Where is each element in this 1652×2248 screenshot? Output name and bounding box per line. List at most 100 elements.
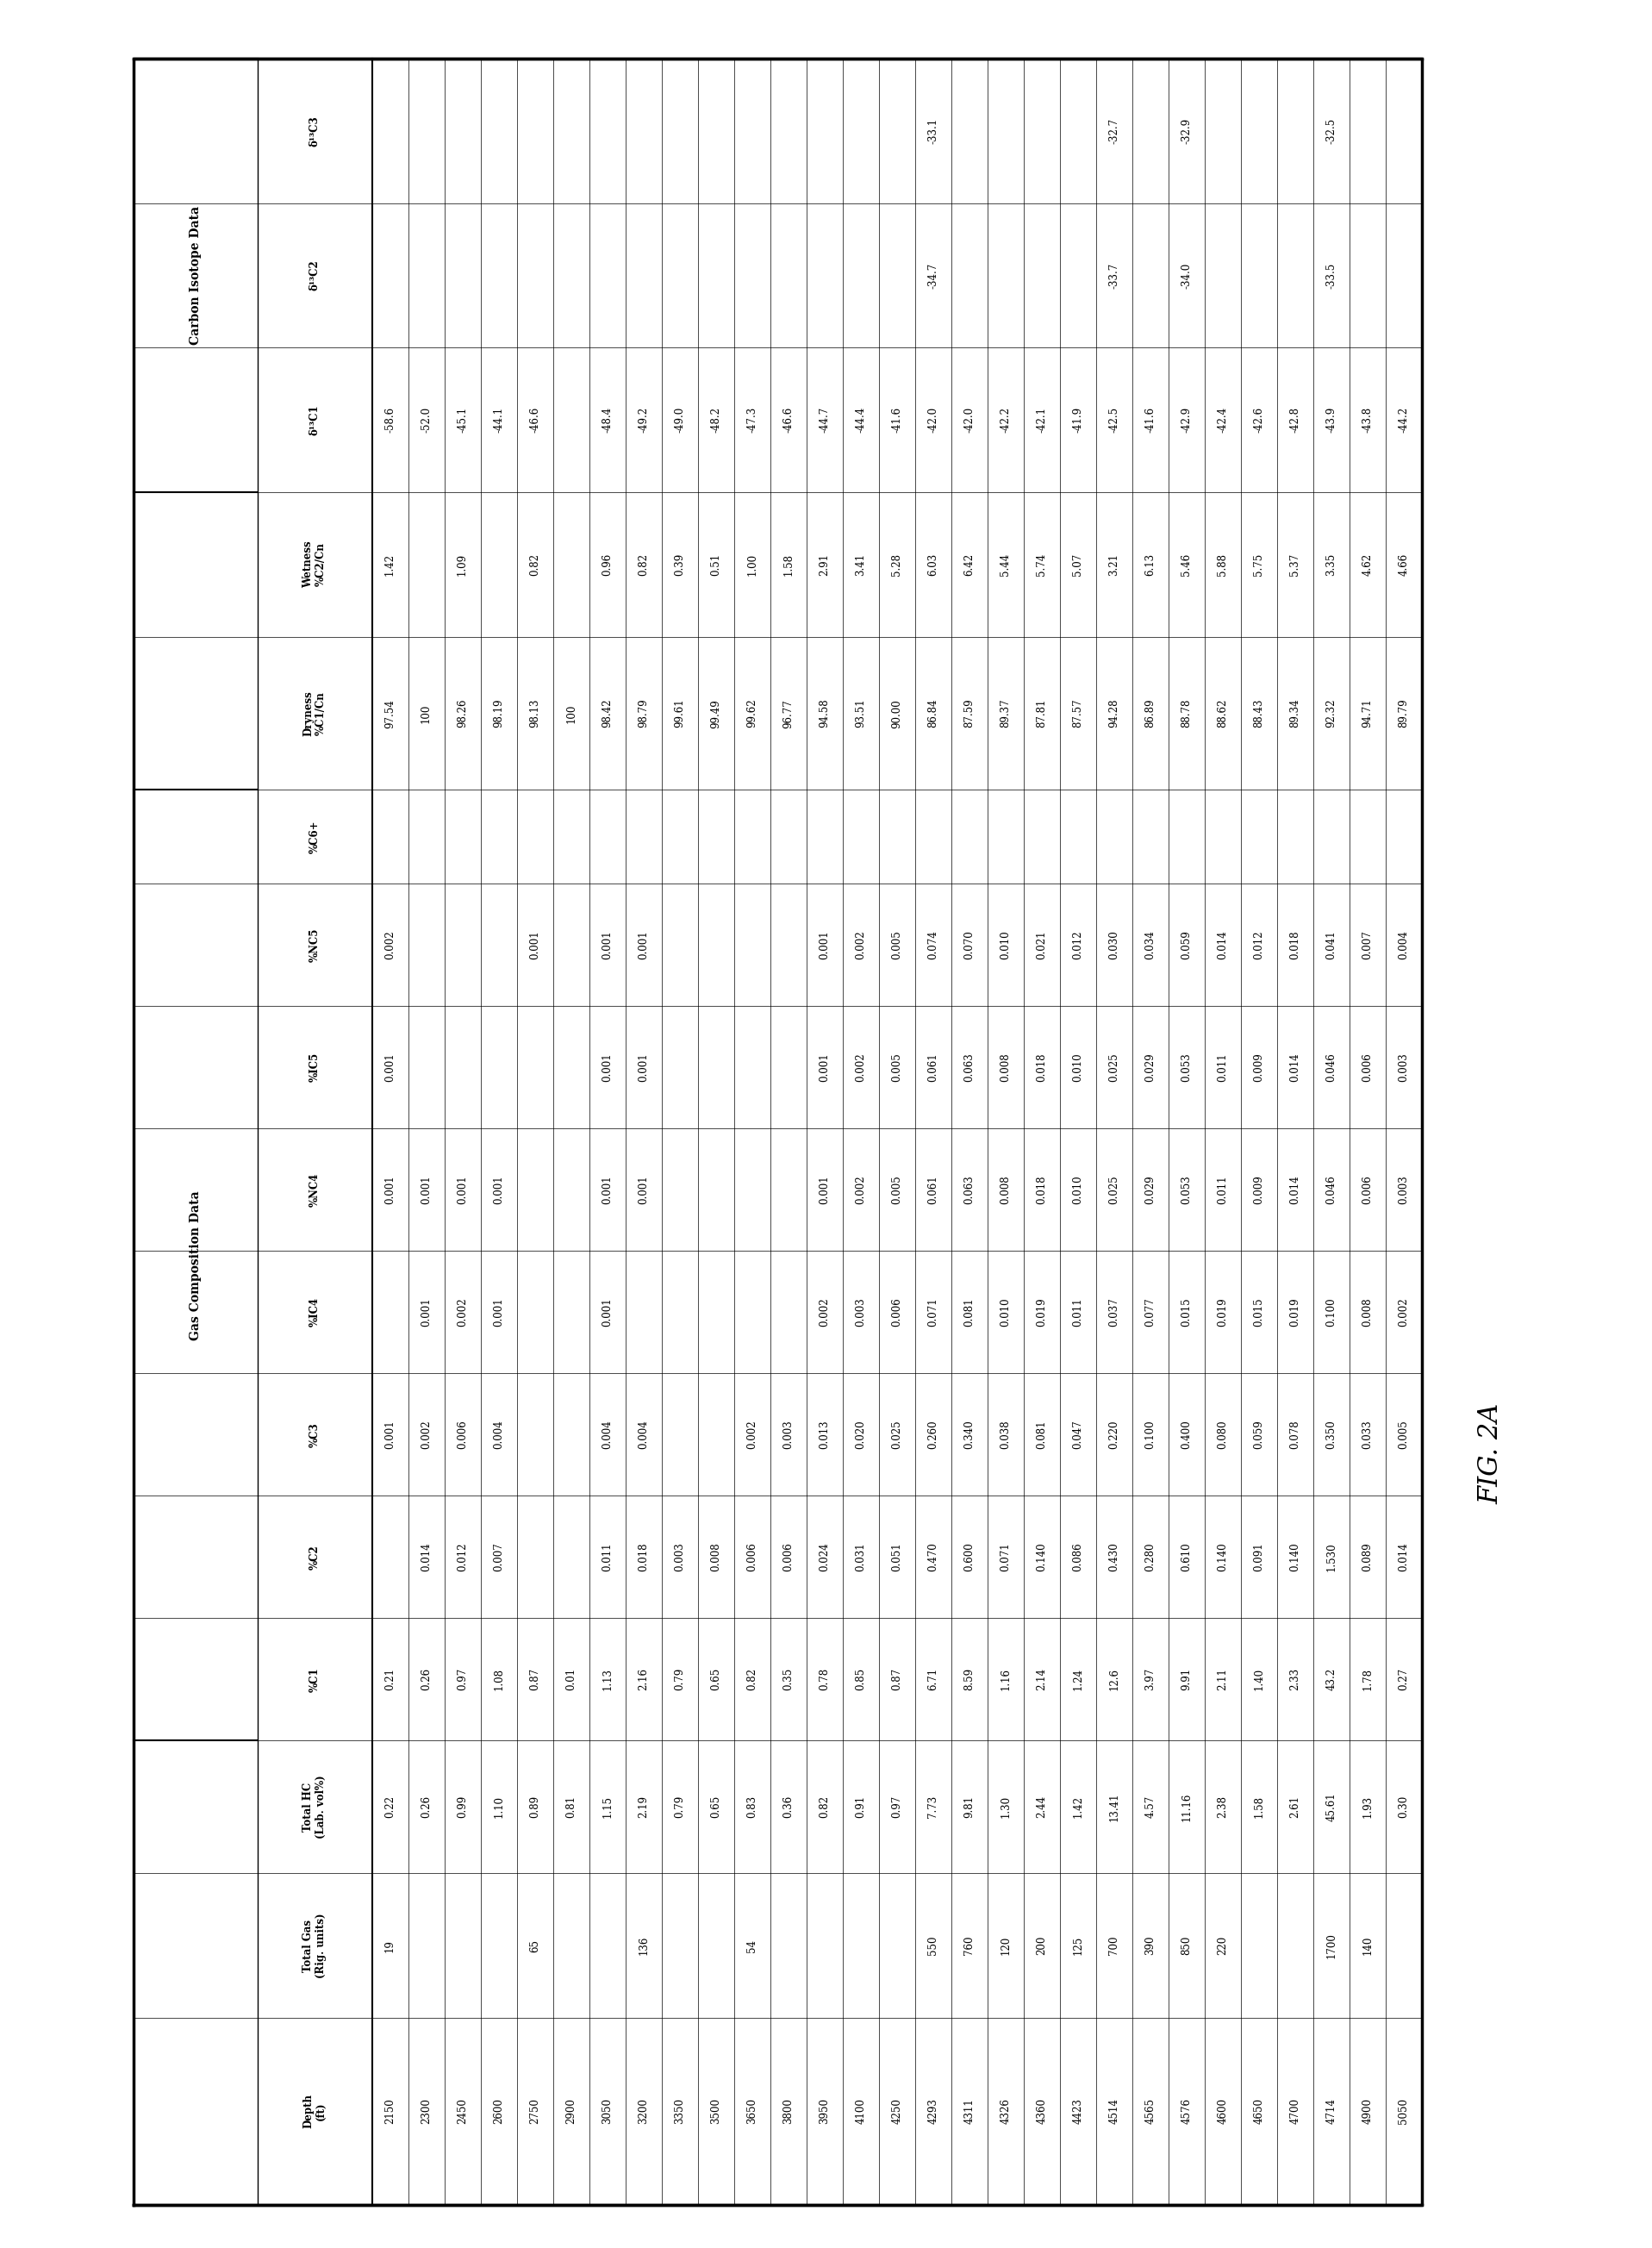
Text: -42.8: -42.8 — [1290, 407, 1300, 434]
Text: 3.35: 3.35 — [1327, 553, 1336, 575]
Text: 0.003: 0.003 — [1398, 1052, 1409, 1081]
Text: 0.089: 0.089 — [1361, 1542, 1373, 1571]
Text: 3350: 3350 — [674, 2097, 686, 2124]
Text: 3950: 3950 — [819, 2097, 829, 2124]
Text: 0.011: 0.011 — [1218, 1176, 1229, 1205]
Text: -43.9: -43.9 — [1327, 407, 1336, 434]
Text: 5.88: 5.88 — [1218, 553, 1229, 575]
Text: -44.7: -44.7 — [819, 407, 829, 434]
Text: 0.041: 0.041 — [1327, 931, 1336, 960]
Text: Dryness
%C1/Cn: Dryness %C1/Cn — [302, 690, 327, 735]
Text: Gas Composition Data: Gas Composition Data — [190, 1191, 202, 1340]
Text: 0.051: 0.051 — [892, 1542, 902, 1571]
Text: 100: 100 — [565, 704, 577, 724]
Text: 4100: 4100 — [856, 2097, 866, 2124]
Text: 0.019: 0.019 — [1218, 1297, 1229, 1326]
Text: 4714: 4714 — [1327, 2097, 1336, 2124]
Text: 3.21: 3.21 — [1108, 553, 1120, 575]
Text: 5.28: 5.28 — [892, 553, 902, 575]
Text: %IC5: %IC5 — [309, 1052, 320, 1081]
Text: 0.012: 0.012 — [1072, 931, 1084, 960]
Text: 0.140: 0.140 — [1218, 1542, 1229, 1571]
Text: 0.030: 0.030 — [1108, 931, 1120, 960]
Text: 0.015: 0.015 — [1181, 1297, 1193, 1326]
Text: 0.220: 0.220 — [1108, 1421, 1120, 1450]
Text: 99.61: 99.61 — [674, 699, 686, 728]
Text: 6.71: 6.71 — [927, 1668, 938, 1690]
Text: 0.001: 0.001 — [601, 931, 613, 960]
Text: 4514: 4514 — [1108, 2097, 1120, 2124]
Text: 0.006: 0.006 — [1361, 1176, 1373, 1205]
Text: -34.0: -34.0 — [1181, 263, 1193, 288]
Text: 0.003: 0.003 — [674, 1542, 686, 1571]
Text: 99.49: 99.49 — [710, 699, 722, 728]
Text: 0.074: 0.074 — [927, 931, 938, 960]
Text: 0.004: 0.004 — [492, 1421, 504, 1450]
Text: 2900: 2900 — [565, 2097, 577, 2124]
Text: 0.99: 0.99 — [458, 1796, 468, 1819]
Text: 1.58: 1.58 — [783, 553, 795, 575]
Text: 0.001: 0.001 — [421, 1176, 431, 1205]
Text: 0.061: 0.061 — [927, 1176, 938, 1205]
Text: 0.005: 0.005 — [1398, 1421, 1409, 1450]
Text: 0.82: 0.82 — [529, 553, 540, 575]
Text: 2.38: 2.38 — [1218, 1796, 1229, 1819]
Text: 0.034: 0.034 — [1145, 931, 1156, 960]
Text: 0.014: 0.014 — [1218, 931, 1229, 960]
Text: 1.13: 1.13 — [601, 1668, 613, 1690]
Text: 2.91: 2.91 — [819, 553, 829, 575]
Text: 0.006: 0.006 — [1361, 1052, 1373, 1081]
Text: 0.610: 0.610 — [1181, 1542, 1193, 1571]
Text: 0.001: 0.001 — [385, 1052, 395, 1081]
Text: 0.006: 0.006 — [783, 1542, 795, 1571]
Text: 0.003: 0.003 — [856, 1297, 866, 1326]
Text: 0.019: 0.019 — [1290, 1297, 1300, 1326]
Text: -42.0: -42.0 — [927, 407, 938, 434]
Text: Depth
(ft): Depth (ft) — [302, 2095, 327, 2129]
Text: -41.6: -41.6 — [892, 407, 902, 434]
Text: -42.6: -42.6 — [1254, 407, 1264, 434]
Text: 0.011: 0.011 — [601, 1542, 613, 1571]
Text: 0.080: 0.080 — [1218, 1421, 1229, 1450]
Text: 0.91: 0.91 — [856, 1796, 866, 1819]
Text: 0.82: 0.82 — [819, 1796, 829, 1819]
Text: 94.28: 94.28 — [1108, 699, 1120, 728]
Text: 86.89: 86.89 — [1145, 699, 1156, 728]
Text: 0.21: 0.21 — [385, 1668, 395, 1690]
Text: 0.018: 0.018 — [1036, 1052, 1047, 1081]
Text: %C3: %C3 — [309, 1423, 320, 1448]
Text: -42.1: -42.1 — [1036, 407, 1047, 434]
Text: 0.012: 0.012 — [458, 1542, 468, 1571]
Text: -33.5: -33.5 — [1327, 263, 1336, 288]
Text: 4293: 4293 — [927, 2097, 938, 2124]
Text: 0.006: 0.006 — [458, 1421, 468, 1450]
Text: 1.40: 1.40 — [1254, 1668, 1264, 1690]
Text: 2.44: 2.44 — [1036, 1796, 1047, 1819]
Text: 2150: 2150 — [385, 2100, 395, 2124]
Text: 125: 125 — [1072, 1936, 1084, 1956]
Text: 0.004: 0.004 — [601, 1421, 613, 1450]
Text: 0.470: 0.470 — [927, 1542, 938, 1571]
Text: 0.033: 0.033 — [1361, 1421, 1373, 1450]
Text: 100: 100 — [421, 704, 431, 724]
Text: 2600: 2600 — [492, 2097, 504, 2124]
Text: -44.4: -44.4 — [856, 407, 866, 434]
Text: 0.010: 0.010 — [999, 931, 1011, 960]
Text: 5.74: 5.74 — [1036, 553, 1047, 575]
Text: 0.046: 0.046 — [1327, 1052, 1336, 1081]
Text: 98.79: 98.79 — [638, 699, 649, 728]
Text: 3800: 3800 — [783, 2097, 795, 2124]
Text: 0.010: 0.010 — [999, 1297, 1011, 1326]
Text: 0.031: 0.031 — [856, 1542, 866, 1571]
Text: 19: 19 — [385, 1940, 395, 1951]
Text: 0.79: 0.79 — [674, 1796, 686, 1819]
Text: 0.046: 0.046 — [1327, 1176, 1336, 1205]
Text: 0.340: 0.340 — [963, 1421, 975, 1450]
Text: 1.24: 1.24 — [1072, 1668, 1084, 1690]
Text: -33.1: -33.1 — [927, 117, 938, 144]
Text: 3.97: 3.97 — [1145, 1668, 1156, 1690]
Text: 0.87: 0.87 — [529, 1668, 540, 1690]
Text: 4250: 4250 — [892, 2097, 902, 2124]
Text: 0.001: 0.001 — [385, 1421, 395, 1450]
Text: δ¹³C2: δ¹³C2 — [309, 261, 320, 290]
